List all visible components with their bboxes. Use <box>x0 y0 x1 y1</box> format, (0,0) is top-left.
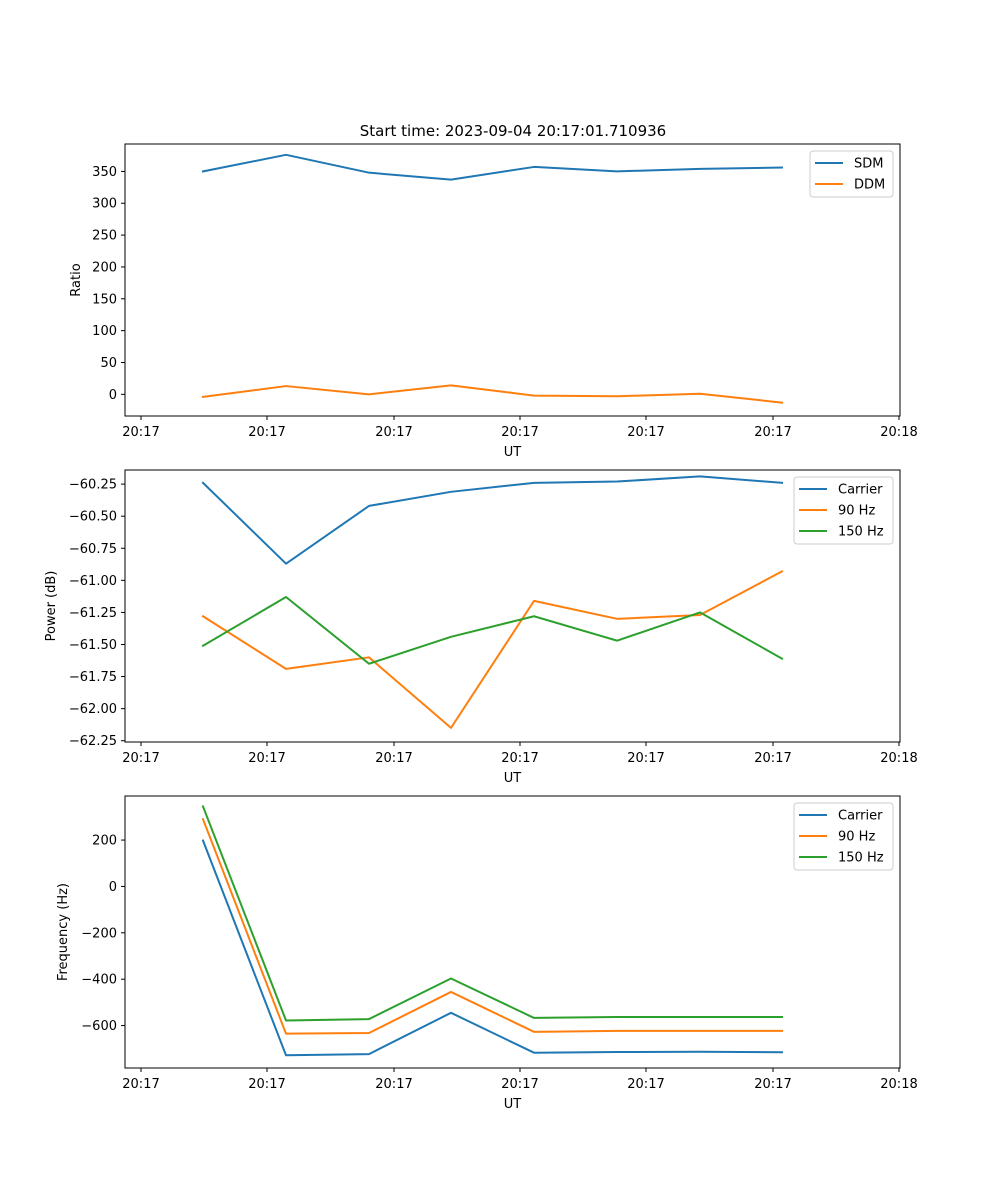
x-tick-label: 20:17 <box>248 425 285 440</box>
x-tick-label: 20:17 <box>501 1077 538 1092</box>
legend: Carrier 90 Hz 150 Hz <box>793 476 894 545</box>
legend-label: DDM <box>854 178 885 193</box>
y-tick-label: −61.75 <box>69 670 117 685</box>
x-tick-label: 20:17 <box>122 425 159 440</box>
legend-label: Carrier <box>838 809 883 824</box>
x-tick-label: 20:18 <box>880 751 917 766</box>
y-tick-label: 350 <box>92 165 117 180</box>
legend-label: Carrier <box>838 483 883 498</box>
series-line-ddm <box>201 384 784 404</box>
series-line-90-hz <box>201 817 783 1035</box>
y-tick-label: 0 <box>109 388 117 403</box>
y-tick-label: 300 <box>92 197 117 212</box>
y-tick-label: −400 <box>81 973 117 988</box>
y-tick-label: 250 <box>92 229 117 244</box>
x-tick-label: 20:17 <box>122 751 159 766</box>
y-tick-label: 200 <box>92 834 117 849</box>
legend-box <box>793 802 894 871</box>
series-line-150-hz <box>201 805 783 1022</box>
y-tick-label: 50 <box>100 356 117 371</box>
x-tick-label: 20:17 <box>375 751 412 766</box>
x-tick-label: 20:17 <box>375 1077 412 1092</box>
y-axis-label: Frequency (Hz) <box>56 883 71 981</box>
y-tick-label: −62.00 <box>69 702 117 717</box>
y-tick-label: −61.00 <box>69 574 117 589</box>
x-axis-label: UT <box>504 771 522 786</box>
series-line-carrier <box>201 839 784 1057</box>
y-tick-label: −62.25 <box>69 734 117 749</box>
legend-label: 150 Hz <box>838 851 884 866</box>
chart-panel-3: 20:17 20:17 20:17 20:17 20:17 20:17 20:18 −600 −… <box>56 795 918 1112</box>
y-tick-label: 100 <box>92 324 117 339</box>
y-tick-label: −600 <box>81 1019 117 1034</box>
x-axis-label: UT <box>504 445 522 460</box>
y-tick-label: −200 <box>81 926 117 941</box>
y-tick-label: −60.25 <box>69 478 117 493</box>
x-tick-label: 20:17 <box>501 425 538 440</box>
legend: SDM DDM <box>809 150 894 198</box>
series-line-90-hz <box>201 570 784 729</box>
x-tick-label: 20:17 <box>754 1077 791 1092</box>
series-line-150-hz <box>201 596 784 665</box>
x-tick-label: 20:17 <box>754 425 791 440</box>
y-tick-label: 200 <box>92 260 117 275</box>
figure-title: Start time: 2023-09-04 20:17:01.710936 <box>360 122 666 140</box>
y-tick-label: −61.25 <box>69 606 117 621</box>
y-tick-label: 150 <box>92 292 117 307</box>
legend-box <box>793 476 894 545</box>
y-tick-label: −60.75 <box>69 542 117 557</box>
y-tick-label: 0 <box>109 880 117 895</box>
x-tick-label: 20:17 <box>627 1077 664 1092</box>
plot-frame <box>124 143 901 417</box>
legend-label: SDM <box>854 157 883 172</box>
legend: Carrier 90 Hz 150 Hz <box>793 802 894 871</box>
plot-frame <box>124 469 901 743</box>
chart-panel-1: 20:17 20:17 20:17 20:17 20:17 20:17 20:18 0 50 10… <box>69 143 918 460</box>
panels: 20:17 20:17 20:17 20:17 20:17 20:17 20:18 0 50 10… <box>44 143 918 1112</box>
series-line-carrier <box>201 475 784 565</box>
x-tick-label: 20:17 <box>248 1077 285 1092</box>
x-tick-label: 20:17 <box>501 751 538 766</box>
legend-label: 150 Hz <box>838 525 884 540</box>
x-tick-label: 20:18 <box>880 425 917 440</box>
x-tick-label: 20:17 <box>122 1077 159 1092</box>
x-tick-label: 20:17 <box>627 425 664 440</box>
x-axis-label: UT <box>504 1097 522 1112</box>
chart-panel-2: 20:17 20:17 20:17 20:17 20:17 20:17 20:18 −62.2… <box>44 469 918 786</box>
y-axis-label: Ratio <box>69 263 84 296</box>
plot-frame <box>124 795 901 1069</box>
x-tick-label: 20:17 <box>754 751 791 766</box>
series-line-sdm <box>201 153 784 181</box>
x-tick-label: 20:18 <box>880 1077 917 1092</box>
x-tick-label: 20:17 <box>248 751 285 766</box>
legend-label: 90 Hz <box>838 830 875 845</box>
x-tick-label: 20:17 <box>375 425 412 440</box>
y-axis-label: Power (dB) <box>44 571 59 642</box>
legend-label: 90 Hz <box>838 504 875 519</box>
x-tick-label: 20:17 <box>627 751 664 766</box>
y-tick-label: −61.50 <box>69 638 117 653</box>
y-tick-label: −60.50 <box>69 510 117 525</box>
